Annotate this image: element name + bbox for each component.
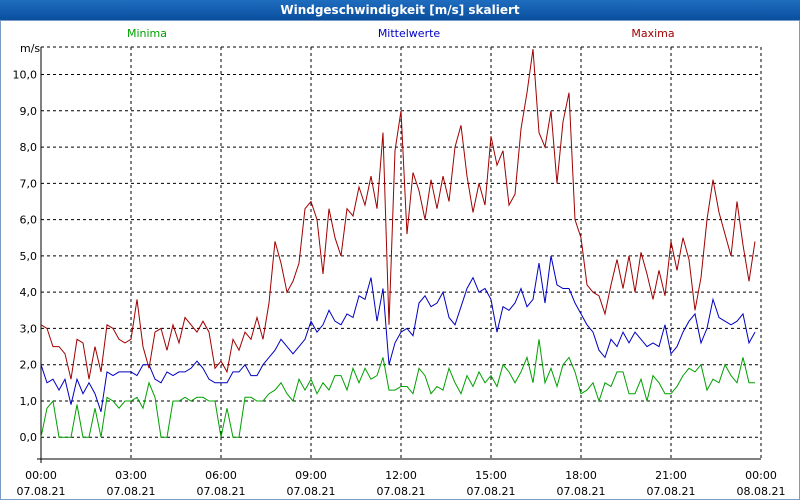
x-tick-date-label: 07.08.21 (557, 485, 606, 498)
y-tick-label: 10,0 (13, 69, 38, 82)
x-tick-time-label: 09:00 (295, 469, 327, 482)
y-tick-label: 0,0 (20, 431, 38, 444)
legend-entry-minima: Minima (127, 27, 167, 40)
x-tick-date-label: 07.08.21 (467, 485, 516, 498)
series-line-minima (40, 339, 755, 438)
x-tick-time-label: 00:00 (25, 469, 57, 482)
y-tick-label: 9,0 (20, 105, 38, 118)
legend-entry-maxima: Maxima (631, 27, 674, 40)
chart-area: 0,0 1,0 2,0 3,0 4,0 5,0 6,0 7,0 8,0 9,0 10,0 m/s 00:… (0, 20, 800, 500)
legend-entry-mittelwerte: Mittelwerte (378, 27, 441, 40)
x-tick-date-label: 07.08.21 (107, 485, 156, 498)
series-line-maxima (40, 49, 756, 380)
x-tick-time-label: 18:00 (565, 469, 597, 482)
x-tick-time-label: 21:00 (655, 469, 687, 482)
x-tick-date-label: 07.08.21 (197, 485, 246, 498)
y-tick-label: 4,0 (20, 286, 38, 299)
x-tick-date-label: 07.08.21 (287, 485, 336, 498)
x-tick-time-label: 00:00 (745, 469, 777, 482)
y-tick-label: 5,0 (20, 250, 38, 263)
x-tick-time-label: 03:00 (115, 469, 147, 482)
x-tick-date-label: 07.08.21 (647, 485, 696, 498)
x-tick-date-label: 07.08.21 (377, 485, 426, 498)
y-tick-label: 2,0 (20, 359, 38, 372)
x-tick-time-label: 15:00 (475, 469, 507, 482)
x-tick-date-label: 07.08.21 (17, 485, 66, 498)
x-tick-date-label: 08.08.21 (737, 485, 786, 498)
series-line-mittelwerte (40, 255, 756, 412)
y-tick-label: 3,0 (20, 322, 38, 335)
y-tick-label: 8,0 (20, 141, 38, 154)
line-chart: 0,0 1,0 2,0 3,0 4,0 5,0 6,0 7,0 8,0 9,0 10,0 m/s 00:… (13, 27, 786, 498)
chart-title: Windgeschwindigkeit [m/s] skaliert (0, 0, 800, 20)
y-axis-unit-label: m/s (20, 42, 40, 55)
x-tick-time-label: 06:00 (205, 469, 237, 482)
x-tick-time-label: 12:00 (385, 469, 417, 482)
y-tick-label: 7,0 (20, 177, 38, 190)
y-tick-label: 6,0 (20, 214, 38, 227)
y-tick-label: 1,0 (20, 395, 38, 408)
